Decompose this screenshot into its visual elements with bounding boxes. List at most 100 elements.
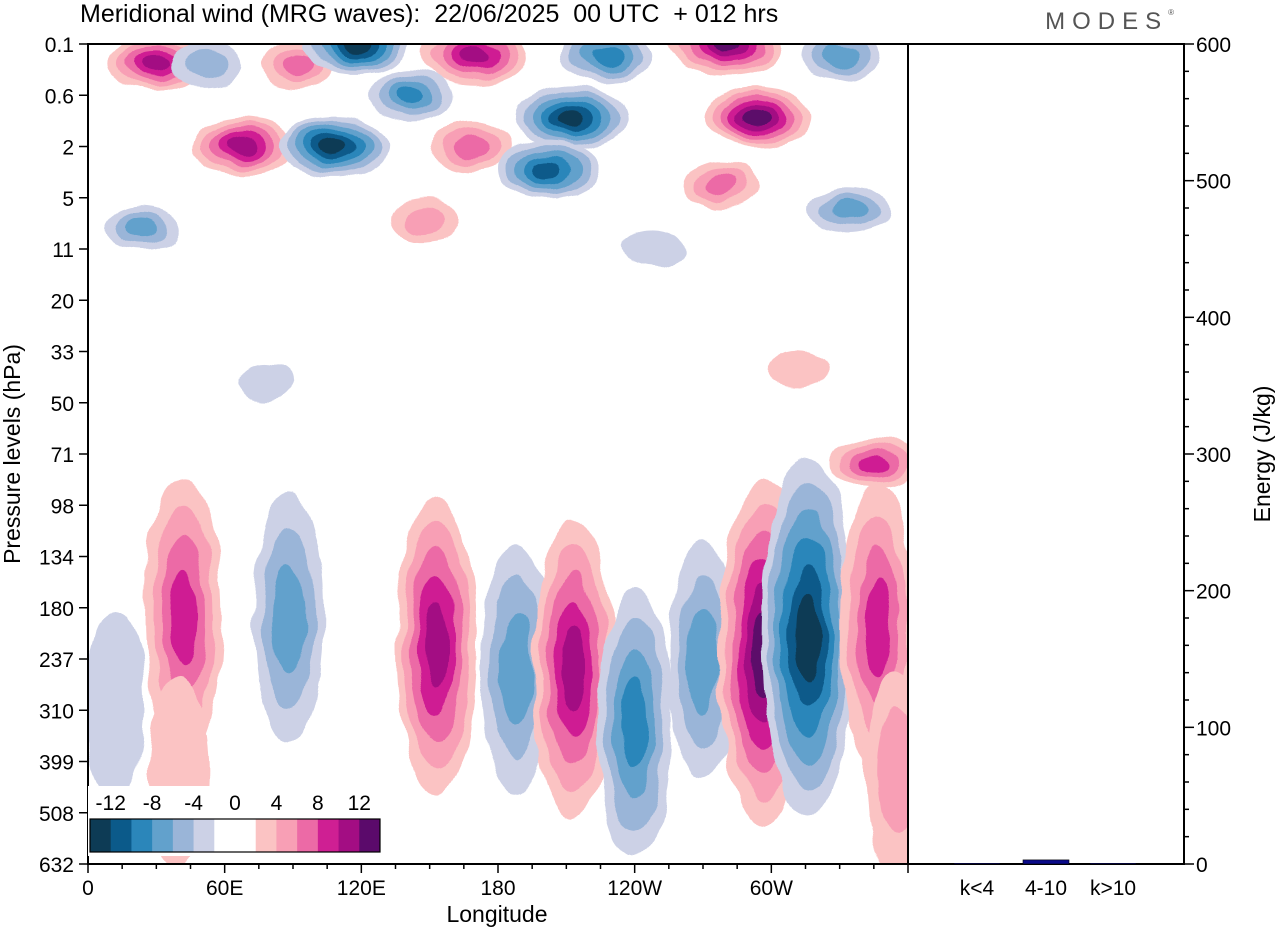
contour-band xyxy=(768,349,829,389)
colorbar-label: 0 xyxy=(229,792,241,815)
wind-feature xyxy=(597,588,672,857)
colorbar-swatch xyxy=(255,819,277,852)
pressure-tick-label: 180 xyxy=(39,598,74,621)
energy-tick-label: 600 xyxy=(1196,34,1231,57)
contour-band xyxy=(460,47,490,64)
pressure-tick-label: 33 xyxy=(51,342,74,365)
energy-bar xyxy=(953,863,1001,865)
logo-text: MODES xyxy=(1045,8,1169,35)
wind-feature xyxy=(831,437,908,489)
pressure-tick-label: 134 xyxy=(39,547,74,570)
energy-axis: 0 100 200 300 400 500 600 xyxy=(1184,34,1231,877)
wavenumber-axis: k<4 4-10 k>10 xyxy=(960,877,1136,900)
colorbar-swatch xyxy=(338,819,360,852)
figure-title: Meridional wind (MRG waves): 22/06/2025 … xyxy=(80,0,779,28)
contour-band xyxy=(184,50,228,78)
contour-band xyxy=(687,609,719,714)
pressure-tick-label: 399 xyxy=(39,752,74,775)
energy-tick-label: 400 xyxy=(1196,307,1231,330)
wind-feature xyxy=(533,519,614,820)
contour-band xyxy=(830,198,867,221)
colorbar-label: 4 xyxy=(271,792,283,815)
contour-band xyxy=(88,610,146,798)
energy-tick-label: 0 xyxy=(1196,854,1208,877)
pressure-tick-label: 508 xyxy=(39,803,74,826)
contour-band xyxy=(591,46,624,65)
wind-feature xyxy=(390,197,461,242)
wind-feature xyxy=(303,44,410,75)
colorbar-swatch xyxy=(359,819,381,852)
wind-feature xyxy=(762,454,854,819)
colorbar-swatch xyxy=(193,819,215,852)
contour-band xyxy=(533,160,563,178)
energy-tick-label: 200 xyxy=(1196,581,1231,604)
energy-bar xyxy=(1089,863,1137,865)
pressure-tick-label: 20 xyxy=(51,290,74,313)
longitude-tick-label: 120W xyxy=(607,877,662,900)
wind-feature xyxy=(865,670,908,864)
contour-band xyxy=(396,86,427,105)
pressure-tick-label: 237 xyxy=(39,649,74,672)
contour-band xyxy=(704,174,738,196)
contour-band xyxy=(796,592,819,681)
colorbar-label: 8 xyxy=(312,792,324,815)
modes-logo: MODES® xyxy=(1045,8,1174,36)
pressure-tick-label: 0.6 xyxy=(45,85,74,108)
contour-band xyxy=(744,109,771,125)
wind-feature xyxy=(704,86,811,148)
wind-feature xyxy=(683,162,759,209)
energy-tick-label: 300 xyxy=(1196,444,1231,467)
wind-feature xyxy=(799,44,880,80)
colorbar-label: -8 xyxy=(143,792,162,815)
wind-feature xyxy=(480,543,553,796)
colorbar-swatch xyxy=(131,819,153,852)
pressure-tick-label: 11 xyxy=(52,239,74,262)
contour-band xyxy=(425,602,448,689)
wind-feature xyxy=(105,205,181,252)
pressure-tick-label: 632 xyxy=(39,854,74,877)
wind-feature xyxy=(424,44,526,85)
wind-feature xyxy=(171,44,242,86)
pressure-tick-label: 0.1 xyxy=(45,34,74,57)
wind-feature xyxy=(368,69,455,121)
wind-feature xyxy=(396,495,477,796)
wavenumber-label: k<4 xyxy=(960,877,995,900)
colorbar-label: -4 xyxy=(184,792,203,815)
colorbar-swatch xyxy=(297,819,319,852)
wind-feature xyxy=(192,117,294,176)
colorbar-label: 12 xyxy=(348,792,371,815)
longitude-tick-label: 180 xyxy=(480,877,515,900)
contour-band xyxy=(500,613,533,726)
colorbar: -12 -8 -4 0 4 8 12 xyxy=(88,786,382,856)
pressure-tick-label: 5 xyxy=(62,188,74,211)
contour-band xyxy=(170,568,198,668)
contour-band xyxy=(877,709,908,836)
wind-feature xyxy=(623,229,683,269)
contour-band xyxy=(403,206,447,234)
contour-band xyxy=(858,453,889,472)
energy-axis-label: Energy (J/kg) xyxy=(1249,386,1275,523)
energy-frame xyxy=(907,43,1185,865)
colorbar-swatch xyxy=(317,819,340,852)
colorbar-swatch xyxy=(152,819,174,852)
longitude-tick-label: 60W xyxy=(750,877,793,900)
wind-feature xyxy=(808,185,889,235)
energy-panel: 0 100 200 300 400 500 600 k<4 4-10 k>10 Energy (… xyxy=(907,34,1275,900)
energy-tick-label: 100 xyxy=(1196,717,1231,740)
registered-mark: ® xyxy=(1168,8,1174,17)
contour-band xyxy=(343,44,370,52)
contour-band xyxy=(712,44,740,52)
colorbar-swatch xyxy=(235,819,257,852)
wind-feature xyxy=(88,610,146,798)
contour-band xyxy=(142,55,171,72)
colorbar-swatch xyxy=(110,819,132,852)
pressure-tick-label: 310 xyxy=(39,700,74,723)
wavenumber-label: 4-10 xyxy=(1025,877,1067,900)
pressure-tick-label: 98 xyxy=(51,495,74,518)
colorbar-frame xyxy=(89,818,381,853)
wind-feature xyxy=(252,491,325,744)
wind-feature xyxy=(238,362,293,400)
colorbar-swatch xyxy=(172,819,195,852)
x-axis-label: Longitude xyxy=(446,901,547,927)
